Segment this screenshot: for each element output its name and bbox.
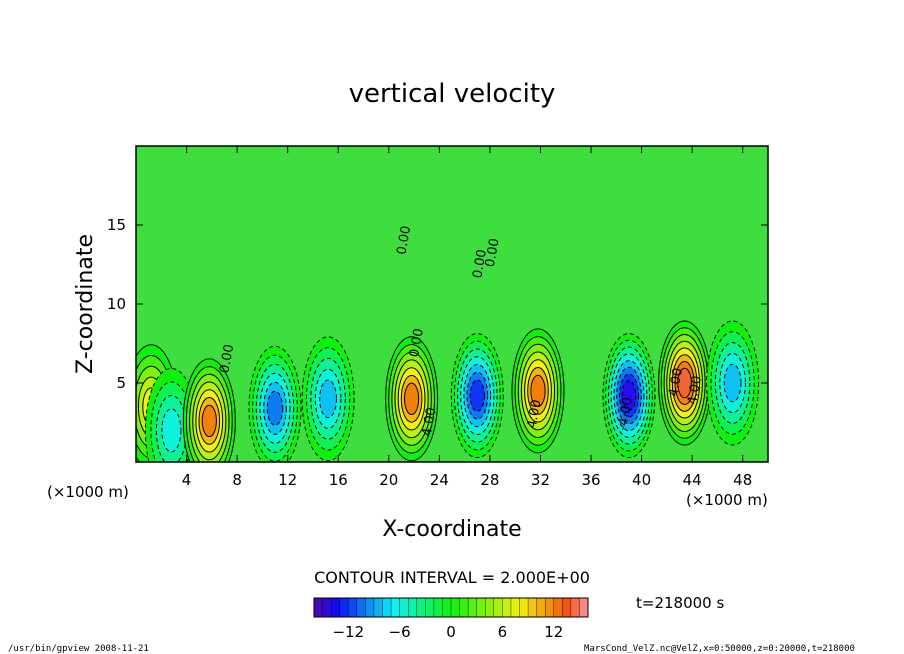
y-tick-label: 15 xyxy=(107,216,126,234)
colorbar-step xyxy=(356,597,366,618)
cell-contour-ring xyxy=(161,408,182,453)
contour-label-7: 4.00 xyxy=(525,398,545,429)
cell-contour-ring xyxy=(621,380,637,411)
x-tick-label: 48 xyxy=(733,471,752,489)
colorbar-step xyxy=(485,597,495,618)
colorbar-step xyxy=(416,597,426,618)
y-axis: 5 10 15 xyxy=(107,216,768,392)
velocity-cell-4 xyxy=(248,345,302,462)
colorbar-step xyxy=(330,597,341,618)
colorbar-tick-label: −12 xyxy=(332,623,364,641)
colorbar-tick-label: −6 xyxy=(389,623,411,641)
colorbar-step xyxy=(459,597,469,618)
colorbar-step xyxy=(407,597,418,618)
x-tick-label: 36 xyxy=(581,471,600,489)
colorbar-step xyxy=(365,597,375,618)
velocity-cell-10 xyxy=(658,320,712,446)
y-tick-label: 5 xyxy=(116,374,126,392)
x-tick-label: 40 xyxy=(632,471,651,489)
colorbar xyxy=(313,597,589,618)
velocity-cell-6 xyxy=(385,336,439,462)
colorbar-step xyxy=(467,597,478,618)
colorbar-step xyxy=(519,597,529,618)
x-tick-label: 12 xyxy=(278,471,297,489)
colorbar-frame xyxy=(313,597,589,618)
cell-contour-ring xyxy=(266,390,284,426)
footer-left: /usr/bin/gpview 2008-11-21 xyxy=(8,644,149,654)
x-tick-label: 20 xyxy=(379,471,398,489)
colorbar-step xyxy=(544,597,555,618)
contour-labels-layer: 0.000.000.000.000.004.00 4.004.00 4.00-4.0… xyxy=(217,225,704,438)
x-axis-label: X-coordinate xyxy=(382,517,521,542)
x-units-right: (×1000 m) xyxy=(686,491,768,509)
x-tick-label: 4 xyxy=(182,471,192,489)
colorbar-step xyxy=(382,597,392,618)
chart-title: vertical velocity xyxy=(349,79,556,109)
velocity-cells-layer xyxy=(136,320,760,462)
colorbar-step xyxy=(322,597,332,618)
contour-label-6: 4.00 xyxy=(420,406,440,437)
colorbar-step xyxy=(373,597,384,618)
colorbar-step xyxy=(390,597,401,618)
x-tick-label: 16 xyxy=(329,471,348,489)
time-label: t=218000 s xyxy=(636,594,724,612)
x-tick-label: 28 xyxy=(480,471,499,489)
plot-area: 0.000.000.000.000.004.00 4.004.00 4.00-4.0… xyxy=(135,145,769,463)
colorbar-step xyxy=(442,597,452,618)
colorbar-step xyxy=(510,597,521,618)
velocity-cell-9 xyxy=(602,333,656,459)
cell-contour-ring xyxy=(723,363,742,403)
x-tick-label: 32 xyxy=(531,471,550,489)
x-tick-label: 8 xyxy=(232,471,242,489)
contour-label-4: 0.00 xyxy=(483,237,503,268)
colorbar-step xyxy=(570,597,580,618)
cell-contour-ring xyxy=(530,374,546,408)
contour-label-2: 0.00 xyxy=(394,225,414,256)
colorbar-tick-labels: −12 −6 0 6 12 xyxy=(332,623,563,641)
contour-label-1: 0.00 xyxy=(217,343,237,374)
y-tick-label: 10 xyxy=(107,295,126,313)
y-axis-label: Z-coordinate xyxy=(73,234,98,374)
contour-interval-text: CONTOUR INTERVAL = 2.000E+00 xyxy=(314,568,590,587)
velocity-cell-8 xyxy=(511,328,565,454)
cell-contour-ring xyxy=(404,382,420,415)
colorbar-step xyxy=(433,597,443,618)
x-tick-label: 44 xyxy=(683,471,702,489)
x-tick-label: 24 xyxy=(430,471,449,489)
cell-contour-ring xyxy=(201,404,217,438)
cell-contour-ring xyxy=(677,367,692,399)
colorbar-step xyxy=(536,597,546,618)
cell-contour-ring xyxy=(469,379,485,412)
colorbar-step xyxy=(348,597,358,618)
velocity-cell-3 xyxy=(182,358,236,462)
velocity-cell-7 xyxy=(450,333,504,459)
contour-label-3: 0.00 xyxy=(470,248,490,279)
colorbar-step xyxy=(579,597,589,618)
colorbar-tick-label: 0 xyxy=(446,623,456,641)
colorbar-step xyxy=(425,597,435,618)
colorbar-step xyxy=(339,597,349,618)
footer-right: MarsCond_VelZ.nc@VelZ,x=0:50000,z=0:2000… xyxy=(584,644,855,654)
cell-contour-ring xyxy=(319,379,338,419)
colorbar-step xyxy=(450,597,461,618)
velocity-cell-11 xyxy=(706,320,760,446)
colorbar-step xyxy=(553,597,563,618)
contour-label-9: 4.00 xyxy=(685,375,705,406)
contour-label-10: -4.00 xyxy=(615,396,636,432)
x-units-left: (×1000 m) xyxy=(47,483,129,501)
colorbar-step xyxy=(502,597,512,618)
contour-label-5: 0.00 xyxy=(407,327,427,358)
colorbar-step xyxy=(527,597,538,618)
colorbar-step xyxy=(476,597,486,618)
colorbar-tick-label: 12 xyxy=(544,623,563,641)
colorbar-tick-label: 6 xyxy=(498,623,508,641)
x-axis: 4 8 12 16 20 24 28 32 36 40 44 48 xyxy=(182,146,752,489)
colorbar-step xyxy=(562,597,572,618)
velocity-cell-5 xyxy=(301,336,355,462)
colorbar-step xyxy=(399,597,409,618)
colorbar-step xyxy=(493,597,503,618)
colorbar-step xyxy=(313,597,324,618)
contour-label-8: 4.00 xyxy=(666,367,686,398)
